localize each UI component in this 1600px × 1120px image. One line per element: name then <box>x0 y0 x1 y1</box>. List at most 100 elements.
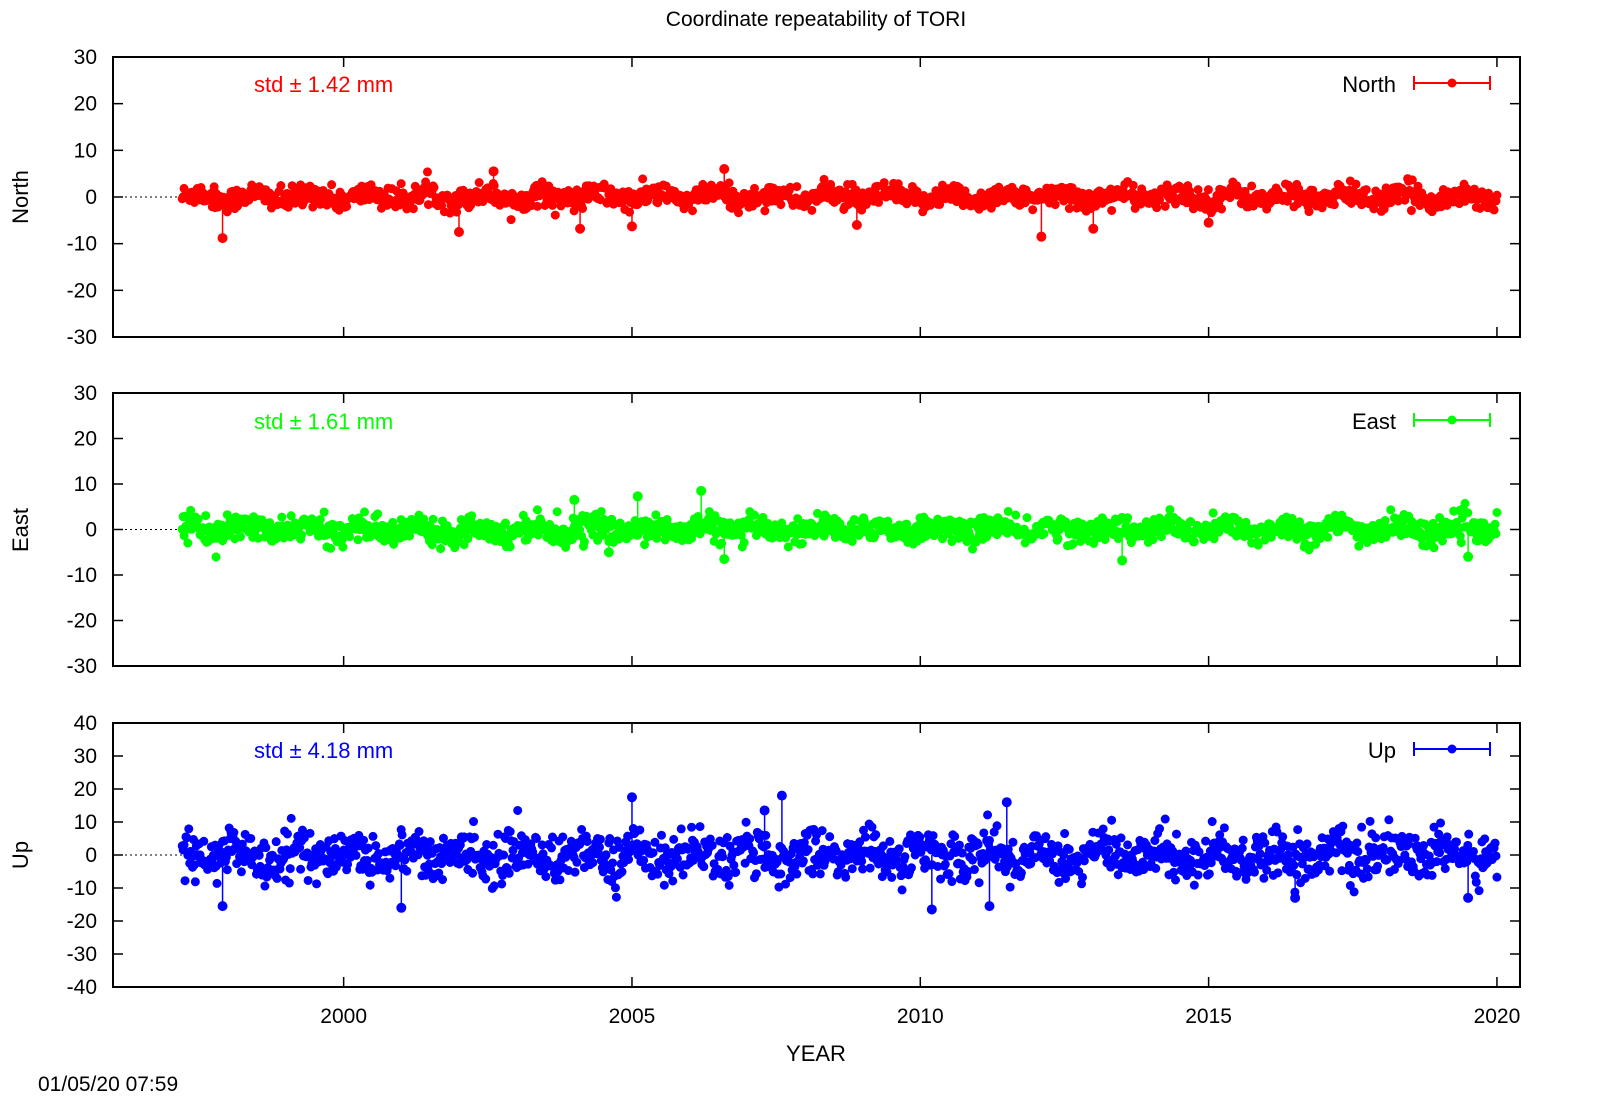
chart-title: Coordinate repeatability of TORI <box>666 8 966 31</box>
north-data-point <box>776 200 786 210</box>
north-data-point <box>879 178 889 188</box>
east-data-point <box>344 532 354 542</box>
north-data-point <box>1247 181 1257 191</box>
north-data-point <box>396 179 406 189</box>
east-data-point <box>353 535 363 545</box>
east-data-point <box>360 507 370 517</box>
east-data-point <box>297 530 307 540</box>
north-outlier-point <box>851 220 862 230</box>
east-data-point <box>211 552 221 562</box>
north-std-label: std ± 1.42 mm <box>254 72 393 97</box>
north-data-point <box>1361 185 1371 195</box>
north-data-point <box>276 181 286 191</box>
east-data-point <box>326 543 336 553</box>
east-data-point <box>652 533 662 543</box>
east-data-point <box>436 544 446 554</box>
east-data-point <box>193 514 203 524</box>
east-data-point <box>812 508 822 518</box>
east-data-point <box>1039 529 1049 539</box>
east-data-point <box>235 532 245 542</box>
north-data-point <box>807 205 817 215</box>
north-data-point <box>1489 205 1499 215</box>
north-outlier-point <box>1088 223 1099 234</box>
east-data-point <box>797 539 807 549</box>
north-data-point <box>547 200 557 210</box>
east-legend: East <box>1352 409 1491 434</box>
east-y-tick-label: 20 <box>74 428 97 451</box>
east-data-point <box>1003 506 1013 516</box>
north-data-point <box>734 208 744 218</box>
north-data-point <box>408 204 418 214</box>
north-data-point <box>342 201 352 211</box>
east-data-point <box>338 542 348 552</box>
east-legend-marker <box>1447 415 1457 425</box>
east-data-point <box>739 537 749 547</box>
north-legend-marker <box>1447 78 1457 88</box>
east-data-point <box>1053 534 1063 544</box>
north-legend: North <box>1342 72 1491 97</box>
east-data-point <box>373 509 383 519</box>
north-data-point <box>550 210 560 220</box>
north-data-point <box>532 201 542 211</box>
east-y-tick-label: 30 <box>74 382 97 405</box>
north-outlier-point <box>626 221 637 232</box>
east-data-point <box>315 514 325 524</box>
north-outlier-point <box>453 227 464 237</box>
north-data-point <box>1152 203 1162 213</box>
north-data-point <box>506 215 516 225</box>
east-data-point <box>552 507 562 517</box>
east-data-point <box>183 538 193 548</box>
east-data-point <box>750 510 760 520</box>
east-y-axis-title: East <box>8 508 33 552</box>
north-series <box>177 164 1502 244</box>
north-y-axis-title: North <box>8 170 33 224</box>
north-y-tick-label: 30 <box>74 46 97 69</box>
north-data-point <box>760 206 770 216</box>
north-data-point <box>1492 190 1502 200</box>
north-data-point <box>1217 204 1227 214</box>
east-data-point <box>596 506 606 516</box>
north-panel: North std ± 1.42 mm North 30 20 10 0 -10 -20 -… <box>8 46 1521 349</box>
east-data-point <box>319 507 329 517</box>
north-data-point <box>1107 205 1117 215</box>
north-data-point <box>792 182 802 192</box>
north-data-point <box>1064 204 1074 214</box>
north-legend-label: North <box>1342 72 1396 97</box>
east-series <box>177 485 1502 566</box>
north-data-point <box>1407 175 1417 185</box>
east-std-label: std ± 1.61 mm <box>254 409 393 434</box>
east-data-point <box>428 514 438 524</box>
east-data-point <box>640 540 650 550</box>
north-data-point <box>687 206 697 216</box>
east-data-point <box>467 511 477 521</box>
north-data-point <box>1406 206 1416 216</box>
north-outlier-point <box>719 164 730 174</box>
north-data-point <box>1203 185 1213 195</box>
north-outlier-point <box>217 233 228 244</box>
north-data-point <box>422 167 432 177</box>
east-data-point <box>201 511 211 521</box>
north-data-point <box>327 180 337 190</box>
east-y-tick-label: 0 <box>85 519 97 542</box>
east-data-point <box>277 512 287 522</box>
north-data-point <box>1028 205 1038 215</box>
north-data-point <box>1304 207 1314 217</box>
north-outlier-point <box>575 223 586 234</box>
north-data-point <box>366 180 376 190</box>
north-data-point <box>1160 201 1170 211</box>
north-data-point <box>1351 179 1361 189</box>
north-y-tick-label: -20 <box>67 279 97 302</box>
north-data-point <box>724 178 734 188</box>
east-data-point <box>1011 510 1021 520</box>
east-data-point <box>1123 513 1133 523</box>
north-data-point <box>1193 185 1203 195</box>
east-y-tick-label: -10 <box>67 564 97 587</box>
north-y-tick-label: -10 <box>67 233 97 256</box>
north-y-tick-label: -30 <box>67 326 97 349</box>
east-panel: East std ± 1.61 mm East 30 20 10 0 -10 -20 -30 <box>8 382 1521 678</box>
east-data-point <box>463 534 473 544</box>
north-y-tick-label: 0 <box>85 186 97 209</box>
east-data-point <box>405 531 415 541</box>
north-data-point <box>653 198 663 208</box>
